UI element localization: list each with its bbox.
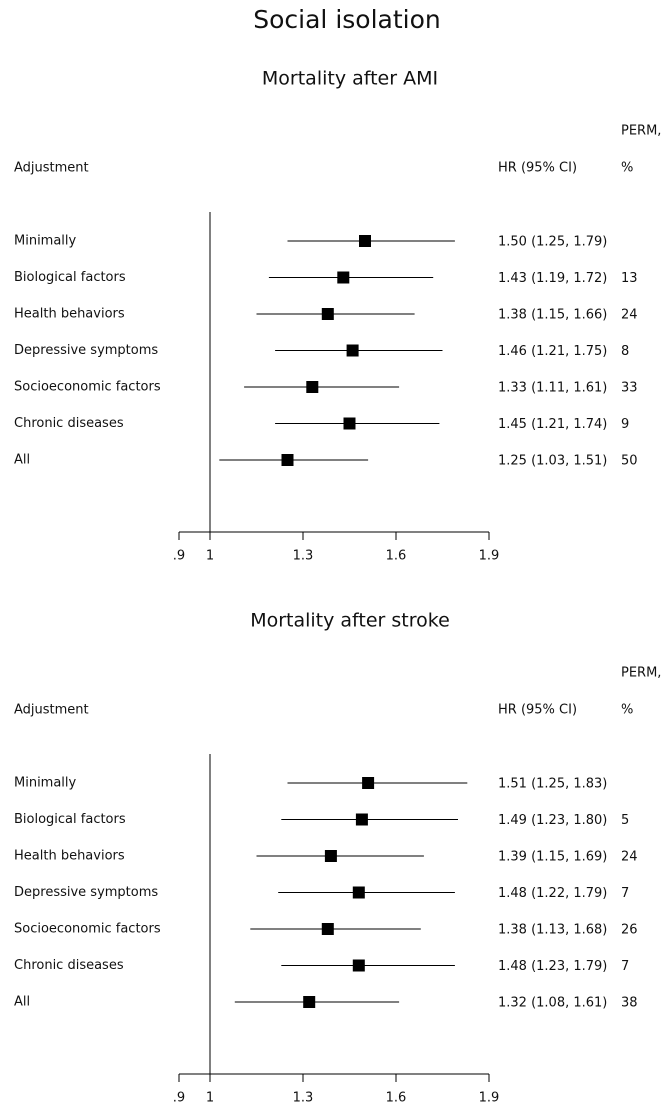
perm-label: 24 [621,850,638,865]
x-tick-label: 1.6 [386,1091,407,1103]
column-label: PERM, [621,124,661,139]
row-label: Minimally [14,776,77,791]
x-tick-label: 1.3 [293,1091,314,1103]
x-tick-label: 1.9 [479,1091,500,1103]
hr-label: 1.32 (1.08, 1.61) [498,996,607,1011]
x-tick-label: 1.6 [386,549,407,564]
estimate-marker [352,959,365,972]
column-label: % [621,161,633,176]
hr-label: 1.46 (1.21, 1.75) [498,344,607,359]
row-label: Chronic diseases [14,958,124,973]
perm-label: 26 [621,923,638,938]
page-title: Social isolation [253,5,441,34]
hr-label: 1.49 (1.23, 1.80) [498,813,607,828]
hr-label: 1.50 (1.25, 1.79) [498,235,607,250]
column-label: Adjustment [14,161,89,176]
column-label: PERM, [621,666,661,681]
hr-label: 1.45 (1.21, 1.74) [498,417,607,432]
estimate-marker [359,235,371,247]
perm-label: 8 [621,344,629,359]
x-tick-label: .9 [173,1091,185,1103]
row-label: Biological factors [14,812,126,827]
estimate-marker [346,344,359,357]
estimate-marker [355,813,368,826]
row-label: All [14,995,30,1010]
hr-label: 1.33 (1.11, 1.61) [498,381,607,396]
column-label: % [621,703,633,718]
hr-label: 1.38 (1.13, 1.68) [498,923,607,938]
row-label: Health behaviors [14,307,125,322]
hr-label: 1.39 (1.15, 1.69) [498,850,607,865]
perm-label: 5 [621,813,629,828]
estimate-marker [306,381,319,393]
perm-label: 33 [621,381,638,396]
perm-label: 7 [621,959,629,974]
row-label: Biological factors [14,270,126,285]
estimate-marker [321,308,334,320]
perm-label: 38 [621,996,638,1011]
estimate-marker [352,886,365,899]
row-label: Health behaviors [14,849,125,864]
hr-label: 1.51 (1.25, 1.83) [498,777,607,792]
row-label: Minimally [14,234,77,249]
hr-label: 1.38 (1.15, 1.66) [498,308,607,323]
estimate-marker [321,923,334,935]
estimate-marker [343,417,356,430]
hr-label: 1.48 (1.23, 1.79) [498,959,607,974]
x-tick-label: 1 [206,1091,214,1103]
row-label: Depressive symptoms [14,343,158,358]
column-label: Adjustment [14,703,89,718]
x-tick-label: 1.9 [479,549,500,564]
hr-label: 1.43 (1.19, 1.72) [498,271,607,286]
row-label: Chronic diseases [14,416,124,431]
estimate-marker [303,996,316,1008]
x-tick-label: 1 [206,549,214,564]
row-label: Socioeconomic factors [14,380,161,395]
perm-label: 13 [621,271,638,286]
row-label: All [14,453,30,468]
estimate-marker [337,271,350,284]
x-tick-label: 1.3 [293,549,314,564]
column-label: HR (95% CI) [498,703,577,718]
estimate-marker [362,777,375,789]
row-label: Socioeconomic factors [14,922,161,937]
chart-title: Mortality after AMI [262,68,438,90]
hr-label: 1.25 (1.03, 1.51) [498,454,607,469]
chart-title: Mortality after stroke [250,610,450,632]
column-label: HR (95% CI) [498,161,577,176]
perm-label: 24 [621,308,638,323]
perm-label: 50 [621,454,638,469]
x-tick-label: .9 [173,549,185,564]
hr-label: 1.48 (1.22, 1.79) [498,886,607,901]
estimate-marker [324,850,337,862]
perm-label: 7 [621,886,629,901]
perm-label: 9 [621,417,629,432]
row-label: Depressive symptoms [14,885,158,900]
estimate-marker [281,454,294,466]
